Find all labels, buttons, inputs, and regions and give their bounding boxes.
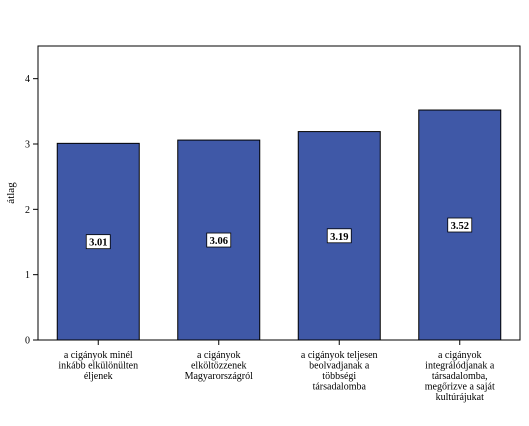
x-category-label-line: beolvadjanak a xyxy=(309,361,370,372)
y-tick-label: 0 xyxy=(25,336,30,347)
data-label-box xyxy=(206,232,232,248)
x-category-label-line: többségi xyxy=(322,371,356,382)
x-category-label-line: a cigányok xyxy=(438,350,482,361)
x-category-label-line: a cigányok xyxy=(197,350,241,361)
y-tick-label: 3 xyxy=(25,140,30,151)
x-category-label: a cigányok integrálódjanak a társadalomba,… xyxy=(425,350,495,403)
x-category-label: a cigányok elköltözzenek Magyarországról xyxy=(185,350,254,382)
data-label: 3.06 xyxy=(206,232,232,248)
data-label-text: 3.01 xyxy=(89,238,107,249)
data-label: 3.19 xyxy=(326,228,352,244)
x-category-label-line: megőrizve a saját xyxy=(425,382,495,393)
y-axis-title: átlag xyxy=(5,182,17,204)
x-category-label-line: kultúrájukat xyxy=(436,392,485,403)
x-category-label-line: inkább elkülönülten xyxy=(58,361,138,372)
x-category-label-line: a cigányok minél xyxy=(64,350,133,361)
y-tick-label: 2 xyxy=(25,205,30,216)
x-category-label: a cigányok teljesen beolvadjanak a többség… xyxy=(301,350,378,393)
data-label-box xyxy=(447,217,473,233)
data-label-text: 3.19 xyxy=(330,232,348,243)
x-category-label-line: társadalomba xyxy=(313,382,367,393)
data-label-text: 3.52 xyxy=(451,221,469,232)
x-category-label-line: Magyarországról xyxy=(185,371,254,382)
data-label: 3.52 xyxy=(447,217,473,233)
x-category-label-line: a cigányok teljesen xyxy=(301,350,378,361)
data-label-box xyxy=(85,234,111,250)
x-category-label: a cigányok minél inkább elkülönülten éljen… xyxy=(58,350,138,382)
data-label-text: 3.06 xyxy=(210,236,228,247)
y-tick-label: 1 xyxy=(25,270,30,281)
x-category-label-line: elköltözzenek xyxy=(191,361,247,372)
y-tick-label: 4 xyxy=(25,74,30,85)
x-category-label-line: éljenek xyxy=(84,371,113,382)
data-label: 3.01 xyxy=(85,234,111,250)
data-label-box xyxy=(326,228,352,244)
x-category-label-line: integrálódjanak a xyxy=(425,361,495,372)
x-category-label-line: társadalomba, xyxy=(432,371,488,382)
